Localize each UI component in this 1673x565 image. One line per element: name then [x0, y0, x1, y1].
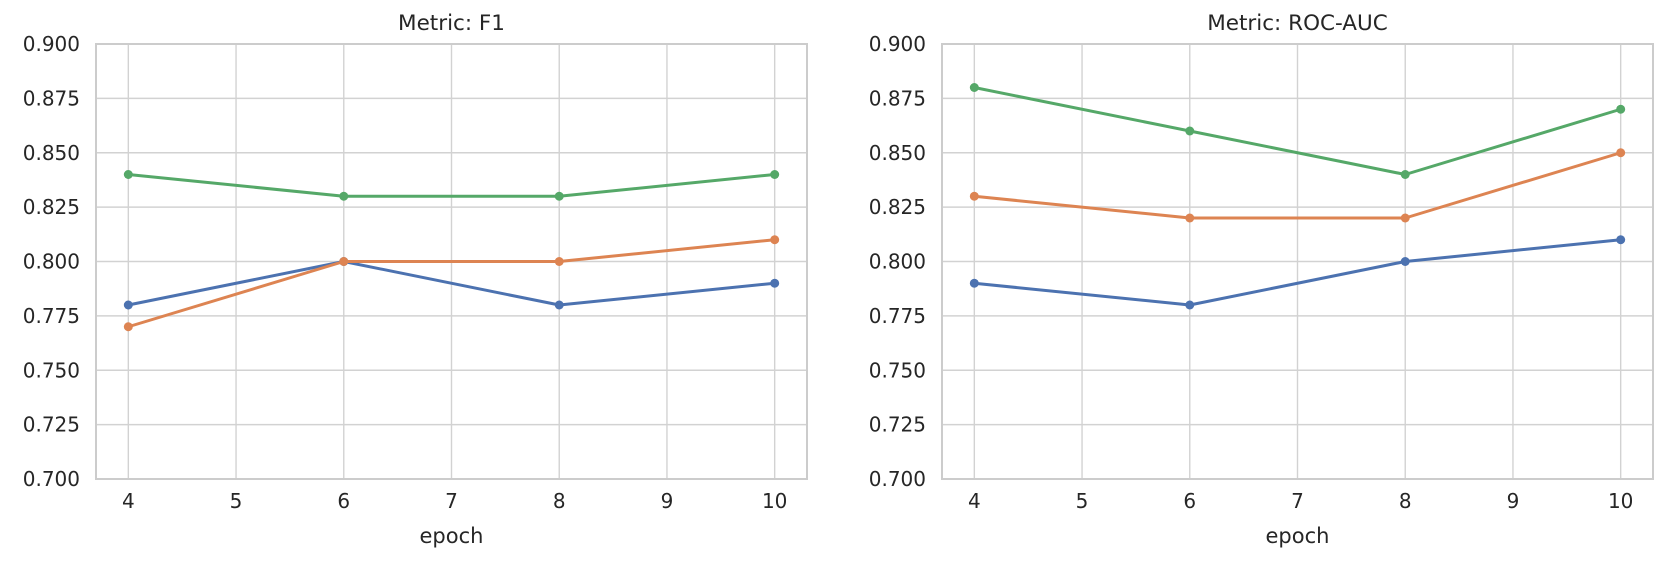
x-tick-label: 5 [1076, 489, 1089, 513]
x-tick-label: 7 [445, 489, 458, 513]
y-tick-label: 0.850 [23, 141, 80, 165]
green-series-marker [1185, 126, 1195, 136]
y-tick-label: 0.700 [23, 467, 80, 491]
x-tick-label: 10 [1608, 489, 1633, 513]
x-tick-label: 6 [337, 489, 350, 513]
y-tick-label: 0.875 [869, 86, 926, 110]
chart-title: Metric: F1 [398, 11, 505, 36]
blue-series-marker [554, 300, 564, 310]
green-series-marker [1616, 104, 1626, 114]
y-tick-label: 0.900 [869, 32, 926, 56]
green-series-marker [969, 83, 979, 92]
orange-series-marker [1185, 213, 1195, 223]
blue-series-marker [1185, 300, 1195, 310]
x-tick-label: 5 [230, 489, 243, 513]
x-tick-label: 7 [1291, 489, 1304, 513]
plot-frame [95, 43, 808, 480]
green-series-line [972, 86, 1623, 176]
chart-roc-auc: 0.700 0.725 0.750 0.775 0.800 0.825 0.850 0.875… [869, 11, 1654, 548]
y-tick-label: 0.775 [869, 304, 926, 328]
y-tick-label: 0.800 [869, 250, 926, 274]
blue-series-marker [1400, 257, 1410, 266]
y-tick-label: 0.825 [23, 195, 80, 219]
orange-series-marker [969, 191, 979, 201]
orange-series-marker [770, 235, 780, 245]
blue-series-line [972, 238, 1623, 307]
orange-series-marker [554, 257, 564, 266]
orange-series-line [972, 151, 1623, 220]
y-tick-label: 0.725 [869, 413, 926, 437]
x-tick-label: 9 [1507, 489, 1520, 513]
blue-series-marker [123, 300, 133, 310]
green-series-marker [1400, 170, 1410, 179]
y-tick-label: 0.900 [23, 32, 80, 56]
blue-series-marker [1616, 235, 1626, 245]
orange-series-marker [1400, 213, 1410, 223]
green-series-line [126, 173, 777, 198]
y-tick-label: 0.825 [869, 195, 926, 219]
y-tick-label: 0.875 [23, 86, 80, 110]
y-tick-label: 0.775 [23, 304, 80, 328]
blue-series-line [126, 260, 777, 307]
green-series-marker [770, 170, 780, 179]
y-tick-label: 0.800 [23, 250, 80, 274]
x-tick-label: 4 [968, 489, 981, 513]
x-axis-label: epoch [1266, 524, 1330, 548]
y-tick-label: 0.750 [23, 358, 80, 382]
x-axis-label: epoch [420, 524, 484, 548]
plot-frame [941, 43, 1654, 480]
green-series-marker [339, 191, 349, 201]
orange-series-line [126, 238, 777, 329]
green-series-marker [554, 191, 564, 201]
chart-f1: 0.700 0.725 0.750 0.775 0.800 0.825 0.850 0.875… [23, 11, 808, 548]
x-tick-label: 10 [762, 489, 787, 513]
y-tick-label: 0.850 [869, 141, 926, 165]
x-tick-label: 4 [122, 489, 135, 513]
orange-series-marker [339, 257, 349, 266]
x-tick-label: 8 [1399, 489, 1412, 513]
blue-series-marker [770, 278, 780, 288]
orange-series-marker [123, 322, 133, 332]
y-tick-label: 0.725 [23, 413, 80, 437]
y-tick-label: 0.750 [869, 358, 926, 382]
blue-series-marker [969, 278, 979, 288]
x-tick-label: 8 [553, 489, 566, 513]
chart-title: Metric: ROC-AUC [1207, 11, 1388, 36]
orange-series-marker [1616, 148, 1626, 158]
x-tick-label: 6 [1183, 489, 1196, 513]
y-tick-label: 0.700 [869, 467, 926, 491]
x-tick-label: 9 [661, 489, 674, 513]
green-series-marker [123, 170, 133, 179]
